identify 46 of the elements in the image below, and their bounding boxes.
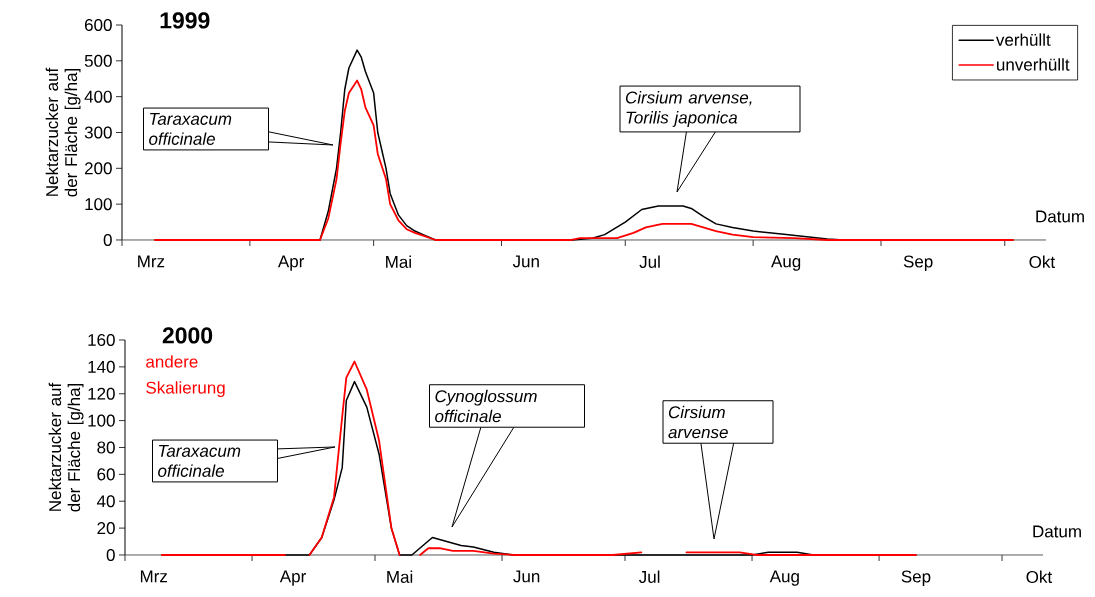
y-tick-label: 120 [88,387,115,400]
text: andere Skalierung [146,355,225,398]
x-tick-label: Mrz [140,570,168,583]
y-tick-label: 600 [84,18,112,32]
x-tick-label: Aug [771,255,801,271]
annotation: Cynoglossum officinale [435,389,537,423]
x-axis-title: Datum [1036,210,1084,223]
y-tick-label: 140 [88,360,115,373]
legend-label: unverhüllt [997,58,1070,71]
x-axis-title: Datum [1033,525,1081,538]
y-tick-label: 60 [97,468,115,481]
annotation: Cirsium arvense [668,405,728,439]
x-tick-label: Apr [279,570,306,586]
y-tick-label: 200 [84,162,112,175]
y-tick-label: 100 [88,414,115,427]
x-tick-label: Okt [1029,255,1055,268]
x-tick-label: Jun [513,570,540,583]
x-tick-label: Aug [769,570,799,586]
y-tick-label: 300 [84,126,112,139]
y-tick-label: 20 [97,522,115,535]
x-tick-label: Jul [639,255,660,268]
y-tick-label: 0 [106,548,115,562]
x-tick-label: Apr [277,255,305,271]
y-axis-title: Nektarzucker auf der Fläche [g/ha] [45,67,81,197]
y-tick-label: 160 [88,333,115,347]
chart-title: 2000 [162,327,213,344]
x-tick-label: Mai [386,255,411,268]
chart-title: 1999 [160,12,210,29]
y-tick-label: 100 [85,198,112,211]
x-tick-label: Mai [387,570,413,583]
legend-label: verhüllt [995,33,1051,46]
x-tick-label: Jun [512,255,539,268]
y-tick-label: 0 [103,233,112,247]
y-tick-label: 500 [84,54,112,67]
x-tick-label: Sep [903,255,933,271]
x-tick-label: Sep [901,570,931,586]
y-tick-label: 400 [84,90,112,103]
x-tick-label: Okt [1026,570,1053,583]
y-axis-title: Nektarzucker auf der Fläche [g/ha] [48,382,84,512]
annotation: Taraxacum officinale [158,445,241,477]
x-tick-label: Jul [638,570,660,583]
y-tick-label: 80 [97,441,115,454]
y-tick-label: 40 [96,495,115,508]
x-tick-label: Mrz [138,255,165,268]
annotation: Cirsium arvense, Torilis japonica [625,91,752,127]
annotation: Taraxacum officinale [149,113,232,145]
